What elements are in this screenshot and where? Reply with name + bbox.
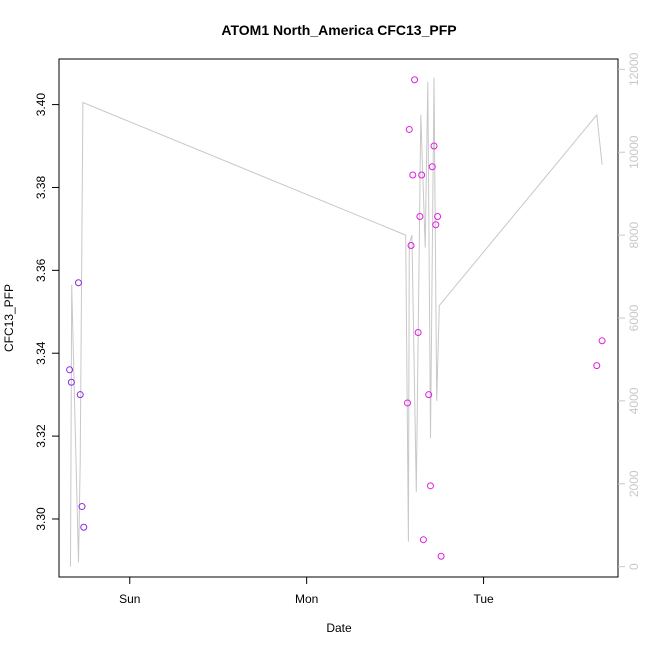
y2-tick-label-5: 10000 — [627, 135, 641, 169]
data-point-late-17 — [598, 337, 606, 345]
data-point-late-0 — [403, 399, 411, 407]
data-point-late-16 — [593, 362, 601, 370]
data-point-late-4 — [411, 76, 419, 84]
data-point-late-3 — [409, 171, 417, 179]
y2-tick-label-1: 2000 — [627, 470, 641, 497]
data-point-late-11 — [428, 163, 436, 171]
y2-tick-label-4: 8000 — [627, 221, 641, 248]
series-line — [70, 77, 603, 567]
data-point-late-7 — [418, 171, 426, 179]
y-tick-label-1: 3.32 — [34, 424, 48, 448]
y2-tick-label-3: 6000 — [627, 304, 641, 331]
x-axis: Sun Mon Tue — [119, 577, 494, 606]
data-point-early-0 — [66, 366, 74, 374]
y-axis-right: 0 2000 4000 6000 8000 10000 12000 — [618, 52, 641, 570]
y-axis-left: 3.30 3.32 3.34 3.36 3.38 3.40 — [34, 93, 59, 531]
data-point-early-3 — [76, 391, 84, 399]
data-point-early-1 — [67, 378, 75, 386]
y2-tick-label-2: 4000 — [627, 387, 641, 414]
data-point-late-1 — [405, 125, 413, 133]
chart-title: ATOM1 North_America CFC13_PFP — [221, 22, 456, 38]
data-point-late-12 — [430, 142, 438, 150]
data-point-late-10 — [426, 482, 434, 490]
data-point-late-14 — [434, 212, 442, 220]
data-point-late-6 — [416, 212, 424, 220]
plot-frame — [58, 58, 619, 578]
data-point-late-5 — [414, 329, 422, 337]
data-point-early-4 — [78, 503, 86, 511]
y-tick-label-0: 3.30 — [34, 507, 48, 531]
x-tick-label-1: Mon — [295, 592, 318, 606]
data-point-early-2 — [74, 279, 82, 287]
data-point-late-8 — [419, 536, 427, 544]
data-point-late-9 — [425, 391, 433, 399]
y2-tick-label-0: 0 — [627, 563, 641, 570]
data-point-late-13 — [432, 221, 440, 229]
data-point-late-15 — [437, 552, 445, 560]
points-group — [66, 76, 606, 560]
y-tick-label-2: 3.34 — [34, 341, 48, 365]
y2-tick-label-6: 12000 — [627, 52, 641, 86]
y-tick-label-5: 3.40 — [34, 93, 48, 117]
x-axis-label: Date — [326, 621, 352, 635]
y-tick-label-3: 3.36 — [34, 258, 48, 282]
x-tick-label-2: Tue — [473, 592, 494, 606]
y-tick-label-4: 3.38 — [34, 175, 48, 199]
series-line-group — [70, 77, 603, 567]
y-axis-label: CFC13_PFP — [2, 284, 16, 352]
data-point-early-5 — [80, 523, 88, 531]
x-tick-label-0: Sun — [119, 592, 140, 606]
data-point-late-2 — [407, 241, 415, 249]
